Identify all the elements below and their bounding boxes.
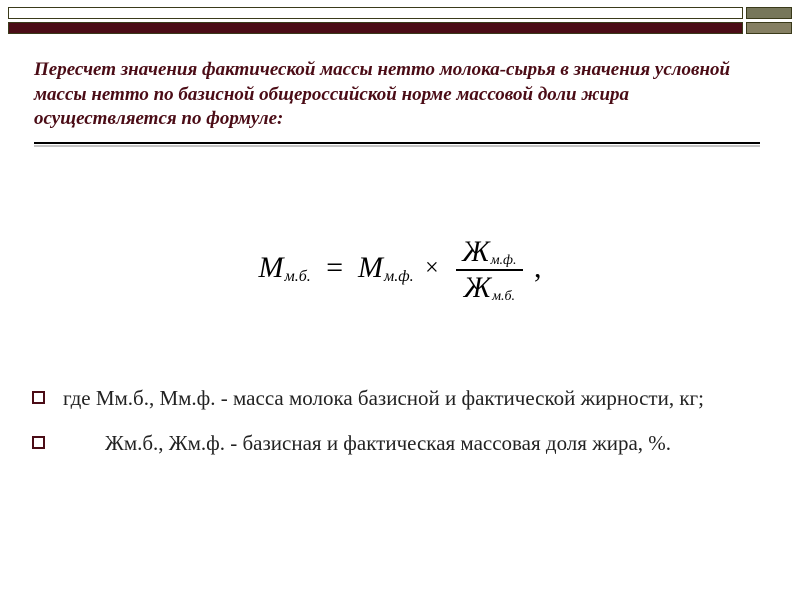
fraction: Жм.ф. Жм.б. (456, 235, 522, 305)
bar-long-1 (8, 7, 743, 19)
body-list: где Мм.б., Мм.ф. - масса молока базисной… (32, 385, 755, 476)
slide: Пересчет значения фактической массы нетт… (0, 0, 800, 600)
formula-M1: М (259, 251, 284, 284)
bar-long-2 (8, 22, 743, 34)
list-item: Жм.б., Жм.ф. - базисная и фактическая ма… (32, 430, 755, 457)
list-item: где Мм.б., Мм.ф. - масса молока базисной… (32, 385, 755, 412)
formula-M2-sub: м.ф. (383, 268, 414, 285)
slide-heading: Пересчет значения фактической массы нетт… (34, 58, 760, 132)
bullet-icon (32, 391, 45, 404)
fraction-numerator: Жм.ф. (456, 235, 522, 269)
list-item-text: где Мм.б., Мм.ф. - масса молока базисной… (63, 385, 755, 412)
list-item-text: Жм.б., Жм.ф. - базисная и фактическая ма… (63, 430, 755, 457)
bar-row-2 (8, 22, 792, 34)
formula: Мм.б. = Мм.ф. × Жм.ф. Жм.б. , (0, 235, 800, 305)
formula-M2: М (358, 251, 383, 284)
heading-block: Пересчет значения фактической массы нетт… (34, 58, 760, 144)
heading-underline (34, 142, 760, 144)
frac-den-Zh: Ж (464, 271, 491, 304)
bullet-icon (32, 436, 45, 449)
frac-num-sub: м.ф. (490, 253, 517, 268)
bar-row-1 (8, 7, 792, 19)
decorative-bars (8, 7, 792, 37)
bar-short-2 (746, 22, 792, 34)
formula-comma: , (534, 251, 542, 284)
frac-den-sub: м.б. (491, 289, 515, 304)
bar-short-1 (746, 7, 792, 19)
equals-sign: = (318, 251, 350, 284)
multiply-sign: × (421, 255, 443, 281)
fraction-denominator: Жм.б. (456, 269, 522, 305)
frac-num-Zh: Ж (462, 235, 489, 268)
formula-M1-sub: м.б. (284, 268, 311, 285)
